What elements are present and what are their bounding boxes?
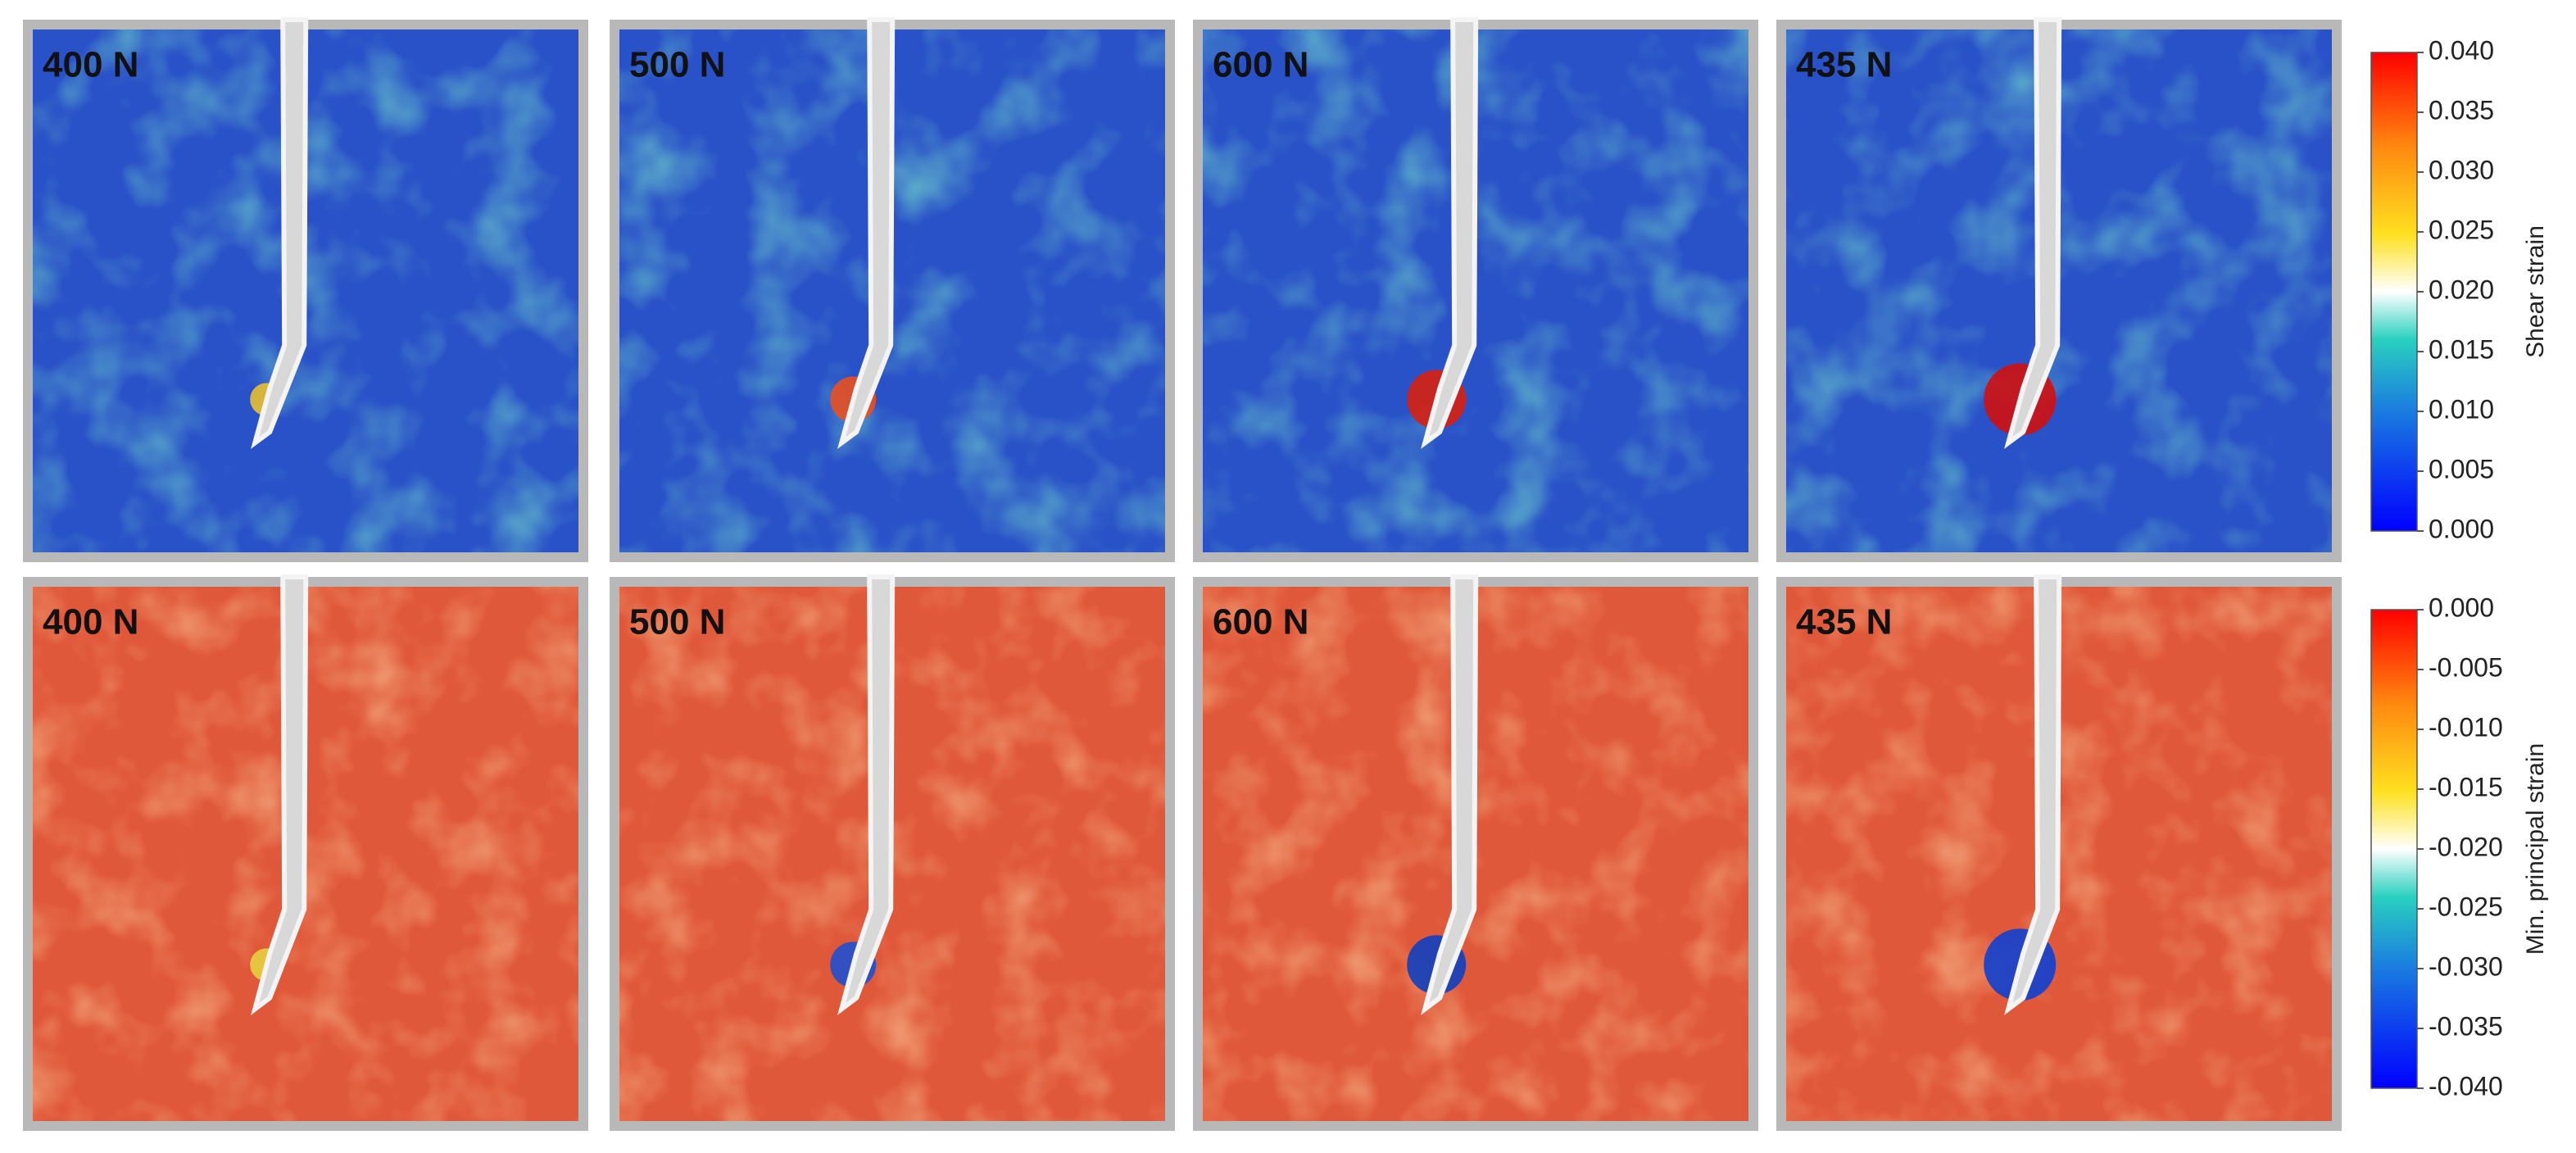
colorbar-tick-label: 0.010 bbox=[2429, 394, 2494, 424]
colorbar-tick-label: -0.035 bbox=[2429, 1011, 2503, 1041]
colorbar-tick-label: 0.015 bbox=[2429, 334, 2494, 364]
panel: 400 N bbox=[23, 17, 588, 562]
colorbar-tick-label: 0.000 bbox=[2429, 592, 2494, 622]
colorbar-tick-label: -0.010 bbox=[2429, 712, 2503, 742]
crack bbox=[2004, 17, 2062, 449]
crack bbox=[251, 17, 309, 449]
colorbar-tick-label: 0.030 bbox=[2429, 155, 2494, 184]
colorbar-tick-label: -0.040 bbox=[2429, 1071, 2503, 1101]
crack bbox=[251, 574, 309, 1015]
colorbar-tick-label: -0.005 bbox=[2429, 652, 2503, 682]
colorbar-tick-label: 0.035 bbox=[2429, 95, 2494, 125]
load-label: 400 N bbox=[43, 602, 138, 642]
colorbar-tick-label: -0.015 bbox=[2429, 772, 2503, 801]
colorbar-title: Min. principal strain bbox=[2522, 743, 2549, 955]
colorbar-tick-label: -0.025 bbox=[2429, 892, 2503, 921]
load-label: 400 N bbox=[43, 45, 138, 85]
panel: 500 N bbox=[610, 574, 1175, 1131]
crack bbox=[1421, 574, 1479, 1015]
load-label: 600 N bbox=[1213, 45, 1308, 85]
crack bbox=[2004, 574, 2062, 1015]
crack bbox=[837, 574, 896, 1015]
colorbar-tick-label: 0.000 bbox=[2429, 514, 2494, 543]
colorbar bbox=[2370, 609, 2418, 1089]
crack bbox=[1421, 17, 1479, 449]
colorbar-tick-label: 0.020 bbox=[2429, 275, 2494, 304]
load-label: 435 N bbox=[1796, 602, 1892, 642]
load-label: 500 N bbox=[629, 45, 725, 85]
colorbar-tick-label: 0.040 bbox=[2429, 35, 2494, 65]
colorbar-title: Shear strain bbox=[2522, 225, 2549, 358]
colorbar-tick-label: -0.030 bbox=[2429, 951, 2503, 981]
panel: 435 N bbox=[1776, 574, 2342, 1131]
colorbar-tick-label: 0.025 bbox=[2429, 215, 2494, 244]
panel: 400 N bbox=[23, 574, 588, 1131]
colorbar-tick-label: 0.005 bbox=[2429, 454, 2494, 483]
panel: 435 N bbox=[1776, 17, 2342, 562]
colorbar-tick-label: -0.020 bbox=[2429, 832, 2503, 861]
load-label: 500 N bbox=[629, 602, 725, 642]
load-label: 600 N bbox=[1213, 602, 1308, 642]
crack bbox=[837, 17, 896, 449]
panel: 600 N bbox=[1193, 574, 1758, 1131]
panel: 600 N bbox=[1193, 17, 1758, 562]
load-label: 435 N bbox=[1796, 45, 1892, 85]
colorbar bbox=[2370, 52, 2418, 532]
panel: 500 N bbox=[610, 17, 1175, 562]
